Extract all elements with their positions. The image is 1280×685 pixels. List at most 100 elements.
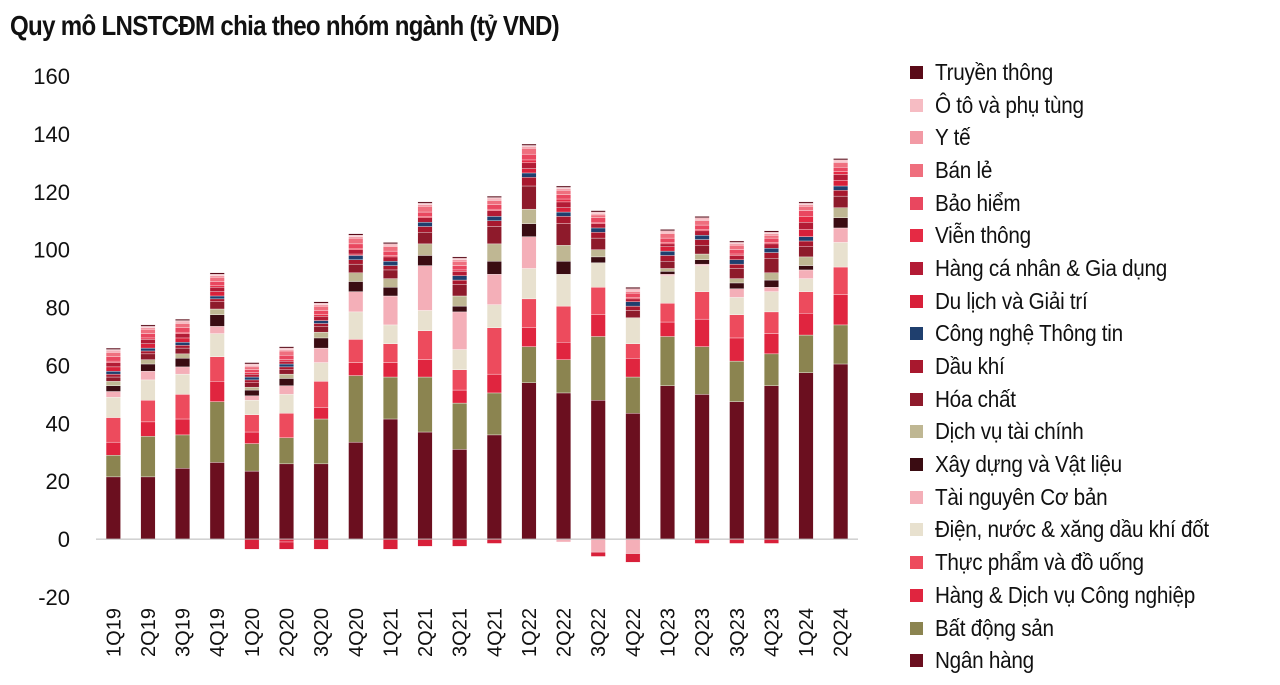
bar-segment (279, 369, 294, 375)
bar-segment (625, 317, 641, 344)
bar-segment (313, 305, 329, 311)
bar-segment (798, 216, 814, 223)
x-tick-label: 3Q23 (727, 608, 749, 657)
bar-segment (348, 441, 364, 540)
bar-segment (763, 248, 779, 253)
bar-segment (279, 437, 294, 465)
bar-segment (798, 334, 814, 373)
bar-segment (279, 373, 294, 379)
bar-segment (348, 255, 364, 260)
legend-item: Thực phẩm và đồ uống (910, 546, 1239, 579)
bar-segment (452, 538, 468, 547)
bar-segment (140, 400, 156, 423)
bar-segment (140, 329, 156, 334)
bar-segment (729, 314, 745, 339)
legend-item: Dầu khí (910, 350, 1239, 383)
bar-segment (452, 256, 468, 259)
bar-segment (660, 275, 675, 304)
bar-segment (382, 362, 398, 378)
bar-segment (556, 274, 572, 307)
bar-segment (382, 278, 398, 288)
bar-segment (105, 391, 121, 398)
bar-segment (244, 400, 260, 415)
legend-label: Truyền thông (935, 58, 1053, 85)
bar-segment (833, 161, 849, 164)
x-tick-label: 4Q20 (346, 608, 368, 657)
bar-segment (417, 206, 433, 213)
bar-segment (798, 256, 814, 266)
x-tick-label: 1Q23 (658, 608, 680, 657)
bar-segment (694, 346, 710, 395)
bar-segment (833, 195, 849, 208)
bar-segment (382, 250, 398, 256)
bar-segment (382, 295, 398, 326)
legend-item: Hóa chất (910, 383, 1239, 416)
bar-segment (590, 223, 606, 229)
legend-item: Y tế (910, 121, 1239, 154)
bar-segment (590, 249, 606, 258)
bar-segment (486, 216, 502, 221)
bar-segment (729, 288, 745, 298)
bar-segment (348, 233, 364, 236)
bar-segment (521, 172, 537, 178)
bar-segment (105, 347, 121, 350)
bar-segment (209, 285, 225, 288)
bar-segment (348, 263, 364, 273)
y-tick-label: 0 (58, 527, 70, 552)
bar-segment (486, 304, 502, 328)
bar-segment (729, 240, 745, 243)
bar-segment (763, 232, 779, 234)
x-tick-label: 2Q19 (138, 608, 160, 657)
bar-segment (452, 259, 468, 262)
bar-segment (763, 291, 779, 313)
bar-segment (521, 168, 537, 174)
bar-segment (313, 303, 329, 305)
legend-swatch (910, 392, 923, 406)
bar-segment (590, 287, 606, 315)
bar-segment (105, 385, 121, 392)
bar-segment (382, 243, 398, 246)
bar-segment (279, 541, 294, 550)
bar-segment (209, 333, 225, 357)
bar-segment (486, 538, 502, 544)
bar-segment (244, 382, 260, 388)
bar-segment (556, 245, 572, 262)
y-tick-label: 100 (33, 238, 70, 263)
bar-segment (140, 363, 156, 372)
legend-label: Hàng cá nhân & Gia dụng (935, 254, 1168, 281)
bar-segment (521, 298, 537, 328)
bar-segment (417, 243, 433, 256)
bar-segment (556, 211, 572, 217)
bar-segment (729, 538, 745, 544)
bar-segment (763, 287, 779, 292)
bar-segment (175, 327, 191, 333)
bar-segment (313, 310, 329, 315)
bar-segment (590, 336, 606, 401)
bar-segment (763, 311, 779, 334)
bar-segment (660, 336, 675, 386)
bar-segment (175, 320, 191, 323)
bar-segment (694, 216, 710, 219)
bar-segment (209, 281, 225, 287)
bar-segment (556, 187, 572, 190)
bar-segment (140, 371, 156, 381)
bar-segment (729, 282, 745, 289)
bar-segment (729, 360, 745, 402)
bar-segment (452, 402, 468, 450)
bar-segment (244, 363, 260, 366)
legend-item: Ô tô và phụ tùng (910, 89, 1239, 122)
bar-segment (729, 401, 745, 540)
legend-label: Dịch vụ tài chính (935, 418, 1084, 445)
x-tick-label: 1Q24 (796, 608, 818, 657)
bar-segment (382, 324, 398, 344)
x-tick-label: 4Q23 (761, 608, 783, 657)
bar-segment (279, 349, 294, 352)
bar-segment (417, 265, 433, 311)
bar-segment (833, 266, 849, 295)
bar-segment (556, 194, 572, 200)
bar-segment (556, 185, 572, 188)
bar-segment (590, 217, 606, 223)
bar-segment (660, 230, 675, 233)
bar-segment (556, 261, 572, 275)
bar-segment (140, 476, 156, 540)
